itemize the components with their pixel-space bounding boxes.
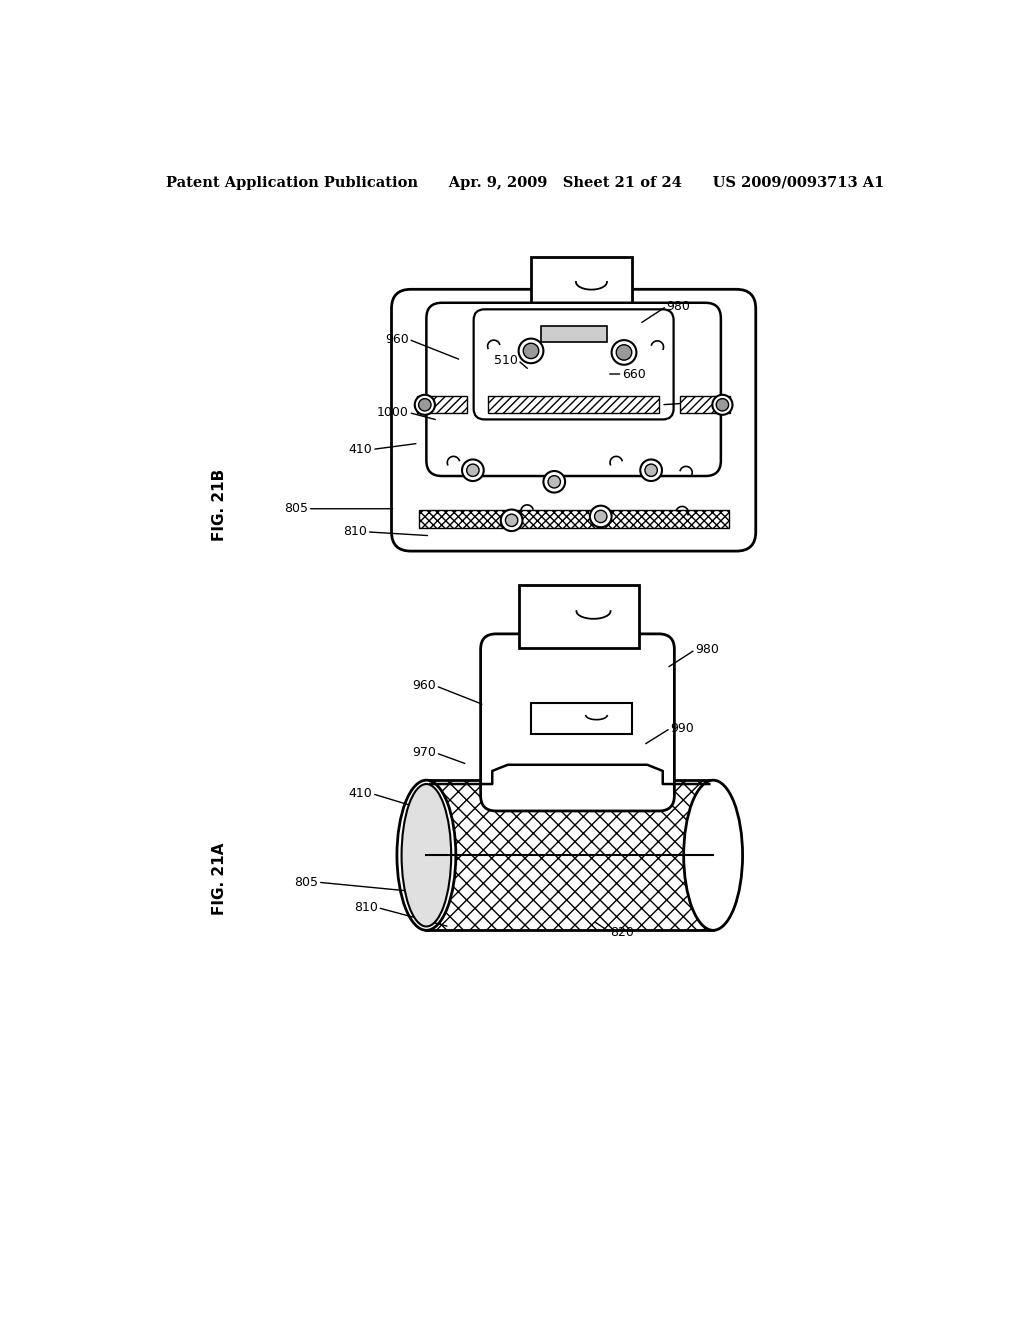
- Circle shape: [611, 341, 636, 364]
- Bar: [419, 510, 729, 528]
- Text: 960: 960: [412, 680, 435, 693]
- Text: 510: 510: [494, 354, 518, 367]
- Text: 810: 810: [353, 902, 378, 915]
- Circle shape: [590, 506, 611, 527]
- Circle shape: [616, 345, 632, 360]
- Text: 805: 805: [294, 875, 317, 888]
- Text: 990: 990: [671, 722, 694, 735]
- Text: 810: 810: [343, 525, 367, 539]
- Circle shape: [523, 343, 539, 359]
- FancyBboxPatch shape: [426, 302, 721, 477]
- Text: 820: 820: [610, 925, 634, 939]
- Circle shape: [506, 515, 518, 527]
- Bar: [531, 257, 632, 313]
- Circle shape: [595, 511, 607, 523]
- Text: Patent Application Publication      Apr. 9, 2009   Sheet 21 of 24      US 2009/0: Patent Application Publication Apr. 9, 2…: [166, 176, 884, 190]
- Circle shape: [713, 395, 732, 414]
- Text: FIG. 21A: FIG. 21A: [212, 842, 227, 915]
- Circle shape: [462, 459, 483, 480]
- Text: 970: 970: [412, 746, 435, 759]
- Circle shape: [467, 465, 479, 477]
- Bar: [531, 704, 632, 734]
- Text: 980: 980: [667, 300, 690, 313]
- Circle shape: [518, 338, 544, 363]
- Ellipse shape: [397, 780, 456, 931]
- Circle shape: [640, 459, 662, 480]
- Text: 805: 805: [284, 502, 308, 515]
- Text: 960: 960: [385, 333, 409, 346]
- Circle shape: [716, 399, 729, 411]
- Ellipse shape: [684, 780, 742, 931]
- Bar: [541, 326, 606, 342]
- Text: 410: 410: [348, 787, 372, 800]
- Bar: [426, 780, 713, 931]
- Text: 410: 410: [348, 444, 372, 455]
- Ellipse shape: [401, 784, 452, 927]
- Text: FIG. 21B: FIG. 21B: [212, 469, 227, 541]
- Text: 980: 980: [695, 643, 719, 656]
- Bar: [680, 396, 730, 412]
- FancyBboxPatch shape: [474, 309, 674, 420]
- Bar: [488, 396, 658, 412]
- Bar: [519, 585, 639, 648]
- Text: 990: 990: [684, 397, 709, 409]
- Bar: [417, 396, 467, 412]
- Circle shape: [419, 399, 431, 411]
- Circle shape: [501, 510, 522, 531]
- FancyBboxPatch shape: [391, 289, 756, 552]
- Text: 660: 660: [623, 367, 646, 380]
- Circle shape: [645, 465, 657, 477]
- Circle shape: [415, 395, 435, 414]
- Circle shape: [548, 475, 560, 488]
- Circle shape: [544, 471, 565, 492]
- Text: 1000: 1000: [377, 407, 409, 418]
- FancyBboxPatch shape: [480, 634, 675, 810]
